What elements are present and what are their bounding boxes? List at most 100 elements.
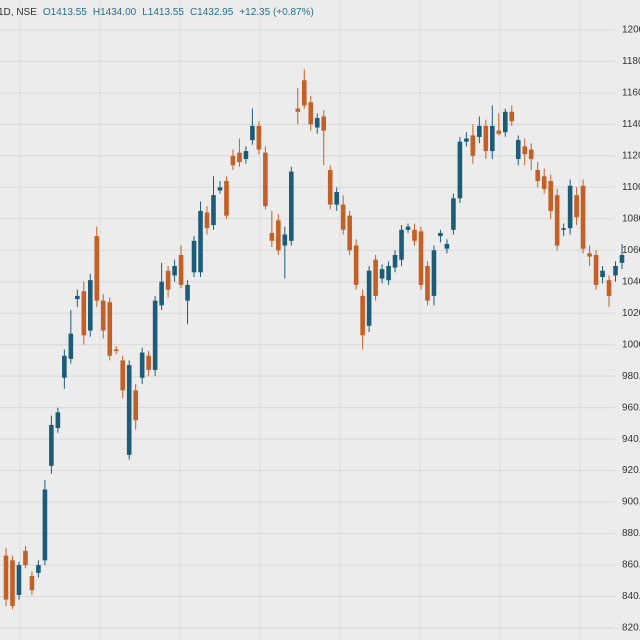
y-tick-label: 1160.00 — [622, 88, 640, 99]
ohlc-value: L1413.55 — [142, 7, 184, 18]
ohlc-value: H1434.00 — [93, 7, 137, 18]
candle-body — [133, 390, 138, 421]
candle-body — [282, 234, 288, 246]
candle-body — [574, 195, 579, 218]
y-tick-label: 1200.00 — [622, 25, 640, 36]
candle-body — [425, 265, 430, 301]
ohlc-value: +12.35 (+0.87%) — [239, 7, 314, 18]
candle-body — [548, 181, 553, 211]
y-tick-label: 980.00 — [622, 371, 640, 382]
y-tick-label: 1120.00 — [622, 150, 640, 161]
candle-body — [120, 360, 126, 391]
candle-body — [152, 300, 158, 370]
y-tick-label: 860.00 — [622, 560, 640, 571]
candle-body — [94, 236, 100, 301]
candle-body — [496, 130, 502, 134]
y-tick-label: 1020.00 — [622, 308, 640, 319]
candle-body — [107, 302, 113, 356]
y-tick-label: 940.00 — [622, 434, 640, 445]
candle-body — [62, 355, 67, 378]
candle-body — [23, 550, 28, 566]
candle-body — [490, 125, 495, 152]
candle-body — [314, 118, 320, 128]
candle-body — [295, 108, 301, 112]
candle-body — [535, 169, 541, 182]
vertical-grid — [19, 0, 581, 640]
candle-body — [185, 284, 190, 301]
y-tick-label: 900.00 — [622, 497, 640, 508]
candle-body — [87, 280, 93, 331]
candle-body — [509, 111, 515, 122]
candle-body — [373, 259, 378, 296]
candle-body — [392, 254, 398, 268]
candle-body — [444, 243, 450, 249]
candle-body — [431, 250, 437, 296]
candle-body — [269, 232, 275, 241]
candle-body — [554, 195, 560, 246]
candle-body — [49, 424, 54, 466]
candle-body — [113, 349, 119, 351]
candle-body — [165, 270, 171, 290]
ohlc-value: C1432.95 — [190, 7, 234, 18]
candle-body — [619, 254, 625, 263]
candle-body — [567, 185, 573, 229]
y-tick-label: 820.00 — [622, 623, 640, 634]
candle-body — [528, 149, 534, 159]
candle-body — [100, 300, 106, 331]
header: 1D, NSE O1413.55 H1434.00 L1413.55 C1432.95 +… — [0, 7, 314, 18]
candle-body — [418, 231, 424, 285]
candle-body — [587, 253, 592, 257]
candle-body — [522, 146, 528, 155]
candle-body — [178, 254, 184, 285]
y-tick-label: 1040.00 — [622, 276, 640, 287]
candle-body — [470, 135, 476, 156]
candle-body — [81, 291, 87, 336]
y-tick-label: 1100.00 — [622, 182, 640, 193]
candle-body — [515, 140, 521, 159]
candle-body — [399, 229, 404, 260]
candle-body — [10, 560, 15, 606]
candle-body — [379, 269, 385, 279]
candle-body — [541, 176, 547, 189]
candle-body — [327, 169, 333, 205]
candle-body — [204, 212, 210, 229]
candle-body — [340, 204, 346, 230]
y-tick-label: 960.00 — [622, 402, 640, 413]
y-tick-label: 1000.00 — [622, 339, 640, 350]
candle-body — [289, 171, 294, 241]
y-tick-label: 1060.00 — [622, 245, 640, 256]
candle-body — [256, 125, 262, 150]
candle-body — [405, 226, 411, 230]
candle-body — [600, 270, 605, 278]
candle-body — [146, 355, 151, 370]
y-tick-label: 920.00 — [622, 465, 640, 476]
candle-body — [301, 80, 307, 106]
candle-body — [42, 489, 48, 561]
candle-body — [243, 151, 249, 159]
candle-body — [139, 352, 145, 378]
candle-body — [237, 152, 242, 163]
candle-body — [159, 281, 164, 306]
candle-body — [75, 295, 80, 300]
candle-body — [224, 181, 229, 216]
candle-body — [606, 280, 612, 296]
candle-body — [172, 265, 177, 276]
y-tick-label: 1080.00 — [622, 213, 640, 224]
candle-body — [276, 220, 281, 251]
candle-body — [366, 270, 372, 326]
candle-body — [477, 125, 482, 137]
candle-body — [191, 240, 197, 273]
candle-body — [321, 116, 327, 131]
candle-body — [126, 365, 132, 455]
y-tick-label: 1180.00 — [622, 56, 640, 67]
candle-body — [593, 254, 599, 285]
candle-body — [68, 333, 74, 359]
candle-body — [502, 111, 508, 133]
candle-body — [457, 141, 463, 199]
candle-body — [250, 125, 255, 141]
candle-body — [561, 228, 566, 230]
candle-body — [464, 138, 469, 142]
